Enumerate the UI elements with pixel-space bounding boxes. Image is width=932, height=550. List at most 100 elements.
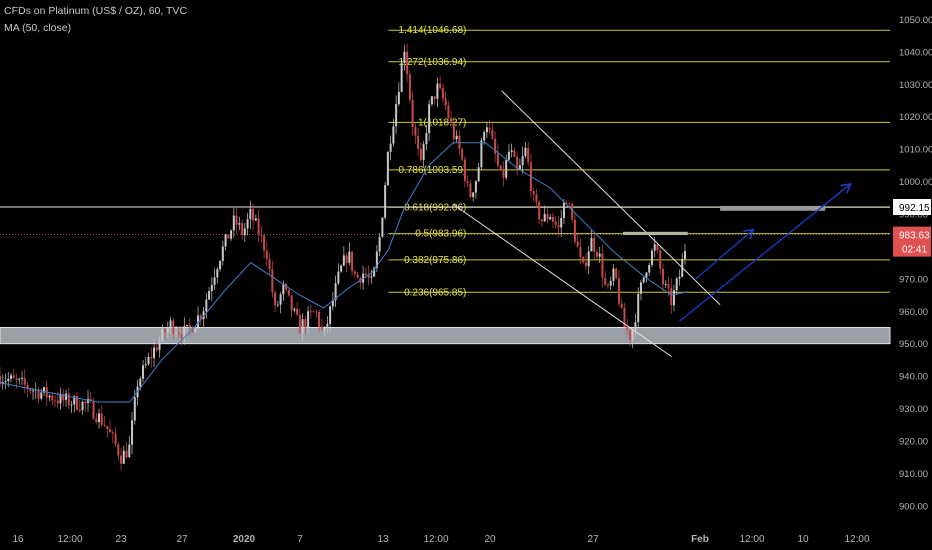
candle-body <box>334 283 337 301</box>
candle-body <box>516 156 519 170</box>
candle-body <box>227 234 230 239</box>
candle-body <box>37 389 40 399</box>
candle-body <box>615 268 618 279</box>
x-tick-label: 16 <box>12 534 24 545</box>
candle-body <box>197 315 200 328</box>
candle-body <box>430 96 433 105</box>
y-tick-label: 1030.00 <box>899 80 932 91</box>
candle-body <box>447 105 450 118</box>
candle-body <box>620 303 623 308</box>
candle-body <box>480 140 483 168</box>
candle-body <box>648 264 651 273</box>
candle-body <box>554 221 557 225</box>
candle-body <box>12 375 15 379</box>
candle-body <box>59 393 62 404</box>
candle-body <box>395 104 398 127</box>
candle-body <box>450 117 453 123</box>
candle-body <box>172 320 175 334</box>
candle-body <box>323 326 326 330</box>
candle-body <box>496 153 499 166</box>
candle-body <box>114 433 117 445</box>
candle-body <box>653 244 656 251</box>
candle-body <box>210 285 213 292</box>
candle-body <box>29 389 32 391</box>
candle-body <box>175 332 178 334</box>
candle-body <box>579 246 582 257</box>
candle-body <box>469 183 472 198</box>
candle-body <box>587 251 590 267</box>
candle-body <box>535 194 538 203</box>
candle-body <box>623 307 626 327</box>
candle-body <box>301 319 304 334</box>
candle-body <box>331 300 334 307</box>
x-tick-label: 27 <box>587 534 599 545</box>
candle-body <box>62 393 65 400</box>
candle-body <box>254 218 257 221</box>
current-price-badge <box>893 226 931 257</box>
candle-body <box>422 144 425 160</box>
candle-body <box>389 143 392 152</box>
x-tick-label: 7 <box>297 534 303 545</box>
candle-body <box>177 332 180 334</box>
candle-body <box>128 444 131 458</box>
candle-body <box>271 269 274 293</box>
candle-body <box>268 258 271 270</box>
y-tick-label: 930.00 <box>899 404 928 415</box>
candle-body <box>626 326 629 331</box>
candle-body <box>628 330 631 341</box>
candle-body <box>257 218 260 236</box>
projection-arrow <box>679 185 850 322</box>
candle-body <box>598 253 601 257</box>
candle-body <box>98 413 101 423</box>
x-tick-label: 10 <box>797 534 809 545</box>
candle-body <box>219 260 222 270</box>
fib-level-label: 0.236(965.85) <box>404 287 466 298</box>
candle-body <box>397 91 400 105</box>
candle-body <box>290 295 293 311</box>
candle-body <box>26 384 29 390</box>
candle-body <box>125 450 128 458</box>
candle-body <box>84 401 87 404</box>
candle-body <box>477 167 480 182</box>
candle-body <box>441 88 444 99</box>
candle-body <box>609 280 612 286</box>
candle-body <box>507 151 510 160</box>
candle-body <box>521 156 524 166</box>
candle-body <box>48 395 51 398</box>
candle-body <box>120 455 123 464</box>
y-tick-label: 1040.00 <box>899 47 932 58</box>
candle-body <box>199 315 202 320</box>
candle-body <box>320 326 323 330</box>
candle-body <box>81 401 84 411</box>
candle-body <box>153 347 156 359</box>
candle-body <box>518 165 521 170</box>
candle-body <box>246 219 249 229</box>
candle-body <box>235 215 238 225</box>
x-tick-label: 12:00 <box>739 534 764 545</box>
candle-body <box>524 147 527 157</box>
fib-level-label: 0.618(992.06) <box>404 202 466 213</box>
candle-body <box>194 327 197 333</box>
candle-body <box>466 181 469 184</box>
candle-body <box>158 340 161 351</box>
candle-body <box>10 375 13 379</box>
fib-level-label: 0.5(983.96) <box>415 229 466 240</box>
candle-body <box>221 246 224 261</box>
candle-body <box>551 216 554 222</box>
candle-body <box>417 135 420 149</box>
candle-body <box>208 291 211 300</box>
candle-body <box>584 262 587 267</box>
candle-body <box>298 314 301 334</box>
candle-body <box>491 129 494 139</box>
candle-body <box>378 236 381 252</box>
candle-body <box>461 149 464 160</box>
candle-body <box>631 329 634 341</box>
candle-body <box>670 287 673 306</box>
candle-body <box>21 378 24 379</box>
candle-body <box>612 268 615 281</box>
candle-body <box>656 244 659 251</box>
candle-body <box>634 322 637 330</box>
candle-body <box>307 311 310 328</box>
candle-body <box>428 104 431 134</box>
